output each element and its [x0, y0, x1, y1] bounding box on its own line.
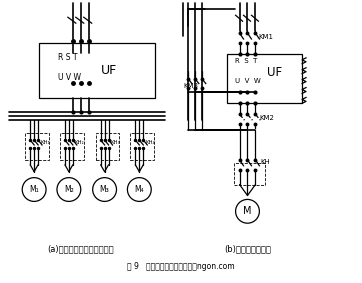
Text: KH₂: KH₂	[75, 140, 85, 145]
Bar	[227, 54, 302, 103]
Text: (a)一台变频器接多台电动机: (a)一台变频器接多台电动机	[47, 245, 114, 254]
Text: KM2: KM2	[260, 115, 274, 121]
Circle shape	[127, 178, 151, 201]
Circle shape	[236, 200, 260, 223]
Bar	[60, 133, 84, 160]
Circle shape	[57, 178, 81, 201]
Bar	[96, 133, 119, 160]
Text: KH: KH	[260, 159, 270, 165]
Text: (b)变频和工频切换: (b)变频和工频切换	[224, 245, 271, 254]
Text: M₃: M₃	[100, 185, 109, 194]
Circle shape	[22, 178, 46, 201]
Bar	[25, 133, 49, 160]
Bar	[233, 163, 265, 185]
Text: UF: UF	[100, 64, 117, 77]
Text: R S T: R S T	[58, 53, 77, 62]
Text: U  V  W: U V W	[235, 78, 260, 83]
Text: KH₄: KH₄	[145, 140, 155, 145]
Text: KH₁: KH₁	[40, 140, 50, 145]
Text: 图 9   必须接输出接触器的场合ngon.com: 图 9 必须接输出接触器的场合ngon.com	[127, 262, 235, 271]
Text: KM3: KM3	[183, 83, 198, 89]
Text: M₄: M₄	[135, 185, 144, 194]
Circle shape	[93, 178, 117, 201]
Text: KM1: KM1	[258, 34, 273, 40]
Text: R  S  T: R S T	[235, 58, 257, 64]
Text: M₂: M₂	[64, 185, 74, 194]
Bar	[130, 133, 154, 160]
Text: KH₃: KH₃	[110, 140, 121, 145]
Text: UF: UF	[267, 66, 282, 79]
Text: U V W: U V W	[58, 73, 81, 82]
Bar	[39, 43, 155, 98]
Text: M₁: M₁	[29, 185, 39, 194]
Text: M: M	[243, 206, 252, 216]
